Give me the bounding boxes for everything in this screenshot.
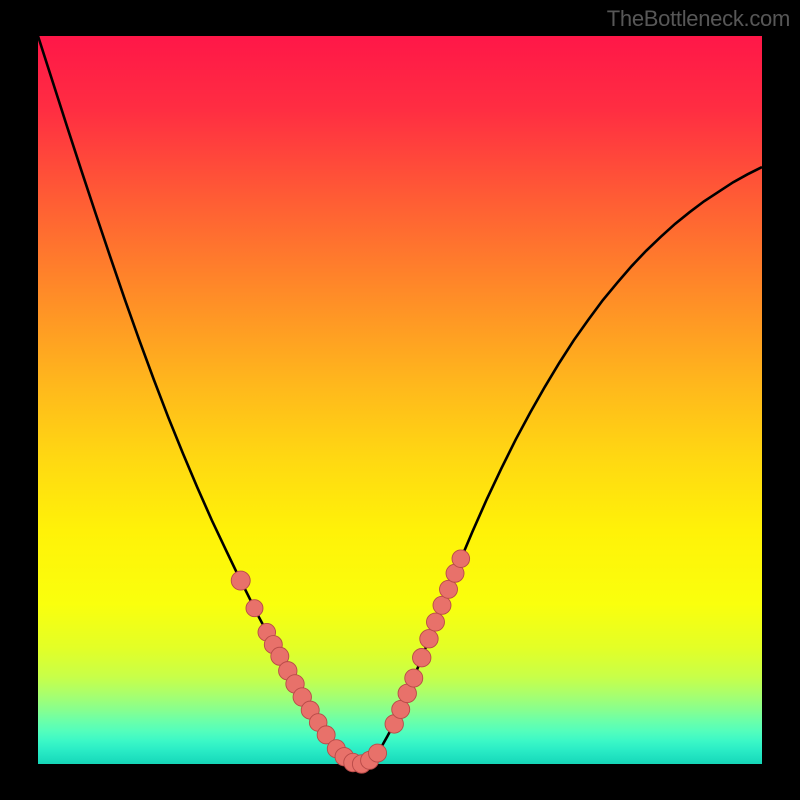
data-marker — [392, 700, 410, 718]
data-marker — [433, 596, 451, 614]
data-marker — [426, 613, 444, 631]
data-marker — [452, 550, 470, 568]
marker-group — [231, 550, 469, 773]
data-marker — [413, 649, 431, 667]
data-marker — [231, 571, 250, 590]
data-marker — [246, 600, 263, 617]
curve-layer — [38, 36, 762, 764]
chart-container: TheBottleneck.com — [0, 0, 800, 800]
data-marker — [440, 580, 458, 598]
plot-area — [38, 36, 762, 764]
data-marker — [420, 630, 438, 648]
data-marker — [405, 669, 423, 687]
watermark-text: TheBottleneck.com — [607, 6, 790, 32]
bottleneck-curve — [38, 36, 762, 764]
data-marker — [369, 744, 387, 762]
